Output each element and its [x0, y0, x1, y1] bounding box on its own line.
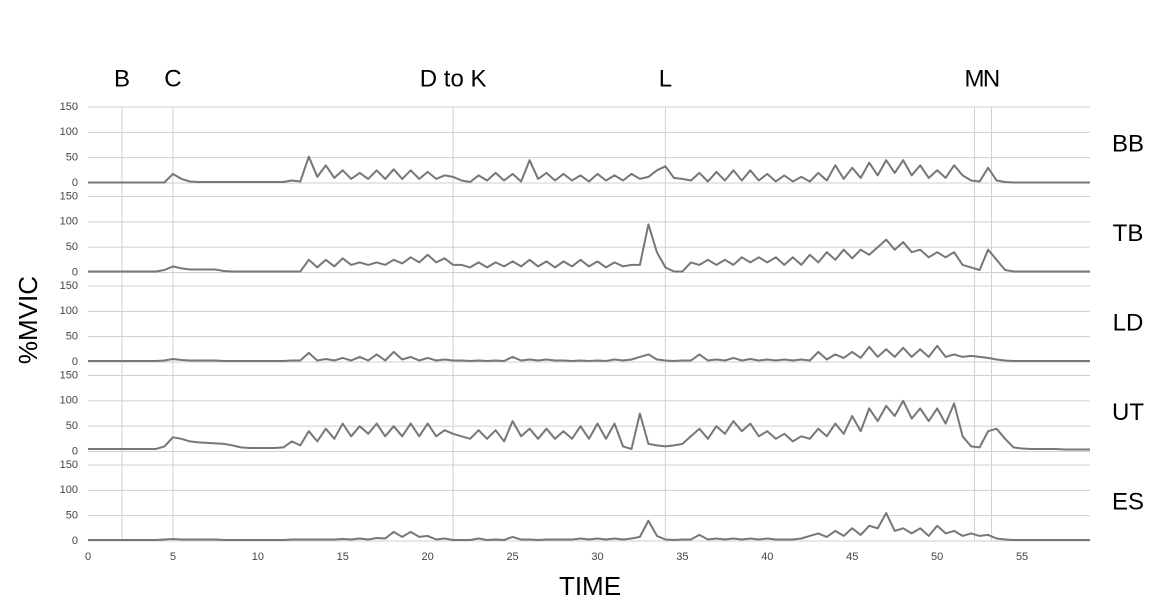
x-tick-label: 55 [1016, 551, 1028, 563]
x-tick-label: 50 [931, 551, 943, 563]
x-tick-label: 40 [761, 551, 773, 563]
y-tick-label: 0 [72, 535, 78, 547]
series-name: LD [1113, 309, 1144, 336]
x-tick-label: 30 [591, 551, 603, 563]
series-name: ES [1112, 488, 1144, 515]
annotation-label: N [983, 65, 1000, 92]
y-tick-label: 150 [60, 190, 78, 202]
x-tick-label: 20 [422, 551, 434, 563]
annotation-label: L [659, 65, 672, 92]
annotation-label: D to K [420, 65, 487, 92]
y-tick-label: 0 [72, 266, 78, 278]
y-tick-label: 150 [60, 369, 78, 381]
x-tick-label: 15 [337, 551, 349, 563]
series-line [88, 155, 1090, 184]
annotation-label: C [164, 65, 181, 92]
x-tick-label: 5 [170, 551, 176, 563]
y-tick-label: 50 [66, 331, 78, 343]
y-tick-label: 100 [60, 395, 78, 407]
y-tick-label: 100 [60, 216, 78, 228]
y-tick-label: 150 [60, 459, 78, 471]
y-tick-label: 100 [60, 305, 78, 317]
y-tick-label: 100 [60, 126, 78, 138]
y-tick-label: 0 [72, 445, 78, 457]
y-tick-label: 50 [66, 510, 78, 522]
y-tick-label: 50 [66, 152, 78, 164]
x-tick-label: 25 [506, 551, 518, 563]
series-line [88, 223, 1090, 273]
series-name: UT [1112, 399, 1144, 426]
y-tick-label: 0 [72, 356, 78, 368]
series-line [88, 399, 1090, 451]
y-tick-label: 50 [66, 241, 78, 253]
y-tick-label: 0 [72, 177, 78, 189]
x-tick-label: 0 [85, 551, 91, 563]
annotation-label: M [965, 65, 985, 92]
series-name: TB [1113, 220, 1144, 247]
series-line [88, 344, 1090, 362]
x-tick-label: 10 [252, 551, 264, 563]
x-tick-label: 35 [676, 551, 688, 563]
y-tick-label: 100 [60, 484, 78, 496]
series-line [88, 512, 1090, 541]
x-tick-label: 45 [846, 551, 858, 563]
y-tick-label: 50 [66, 420, 78, 432]
y-axis-label: %MVIC [13, 276, 43, 364]
series-name: BB [1112, 130, 1144, 157]
y-tick-label: 150 [60, 280, 78, 292]
y-tick-label: 150 [60, 101, 78, 113]
annotation-label: B [114, 65, 130, 92]
x-axis-label: TIME [559, 571, 621, 601]
